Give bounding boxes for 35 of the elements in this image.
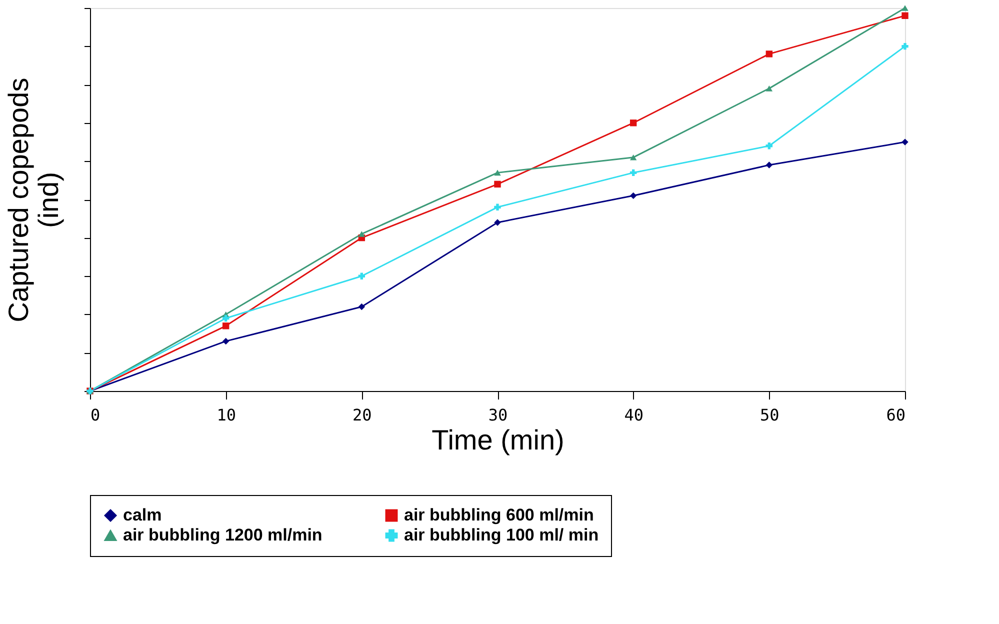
x-tick-label: 0 bbox=[90, 406, 100, 424]
point bbox=[630, 154, 637, 160]
point bbox=[494, 170, 501, 176]
legend-label: air bubbling 600 ml/min bbox=[404, 506, 594, 525]
x-tick-label: 20 bbox=[352, 406, 372, 424]
legend-label: air bubbling 1200 ml/min bbox=[123, 526, 322, 544]
point bbox=[766, 86, 773, 92]
point bbox=[766, 50, 773, 58]
point bbox=[494, 219, 501, 226]
x-tick-label: 10 bbox=[216, 406, 236, 424]
point bbox=[902, 138, 908, 146]
y-axis-title: Captured copepods (ind) bbox=[3, 78, 64, 322]
x-tick-label: 40 bbox=[624, 406, 644, 424]
point bbox=[222, 314, 230, 322]
point bbox=[358, 303, 366, 310]
point bbox=[630, 192, 637, 200]
point bbox=[766, 142, 773, 150]
point bbox=[630, 169, 637, 176]
point bbox=[902, 42, 908, 50]
x-tick-label: 60 bbox=[886, 406, 906, 424]
point bbox=[358, 272, 366, 280]
point bbox=[494, 180, 501, 188]
legend-label: air bubbling 100 ml/ min bbox=[404, 526, 599, 544]
point bbox=[222, 338, 230, 345]
legend-label: calm bbox=[123, 506, 162, 525]
x-tick-label: 50 bbox=[760, 406, 780, 424]
point bbox=[902, 5, 908, 11]
x-axis-title: Time (min) bbox=[432, 424, 564, 456]
point bbox=[222, 322, 230, 330]
point bbox=[358, 231, 366, 237]
point bbox=[630, 120, 637, 126]
point bbox=[494, 204, 501, 211]
point bbox=[766, 162, 773, 168]
point bbox=[902, 12, 908, 20]
x-tick-label: 30 bbox=[488, 406, 508, 424]
